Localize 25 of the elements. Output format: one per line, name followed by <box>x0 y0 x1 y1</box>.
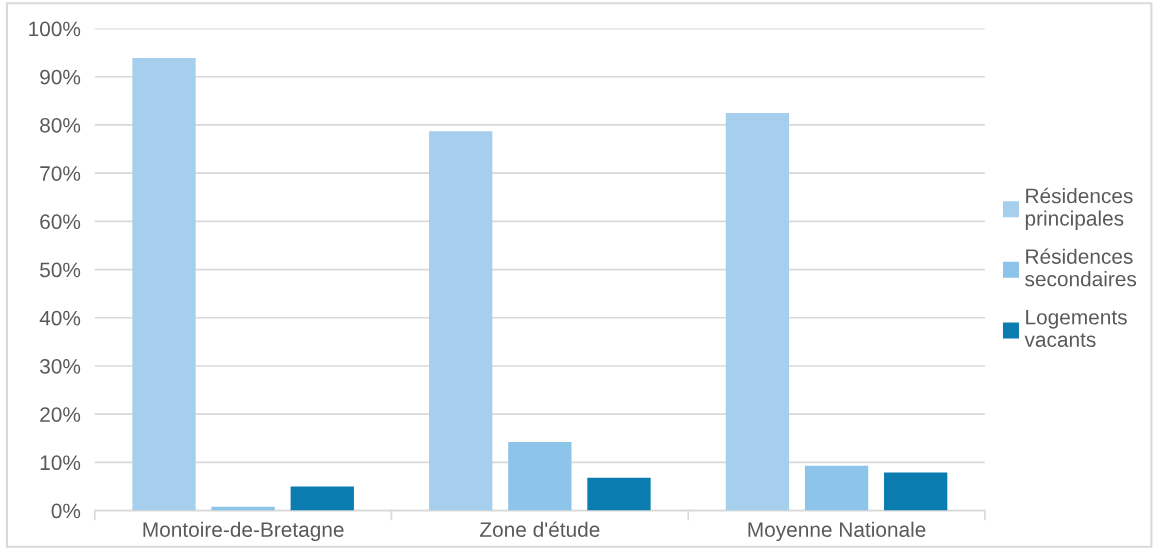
legend-label: Logements vacants <box>1024 310 1127 347</box>
legend-label: Résidences secondaires <box>1025 248 1137 287</box>
legend-label: Résidences principales <box>1025 187 1133 230</box>
bar <box>587 477 651 511</box>
bar <box>725 112 790 511</box>
y-tick-label: 80% <box>40 117 81 133</box>
y-tick-label: 10% <box>40 455 81 471</box>
y-tick-label: 60% <box>40 214 81 230</box>
y-tick-label: 50% <box>40 262 81 278</box>
x-tick-label: Montoire-de-Bretagne <box>143 521 344 542</box>
y-tick-label: 90% <box>40 69 81 85</box>
y-tick-label: 100% <box>29 21 81 37</box>
bar <box>804 465 869 511</box>
y-tick-label: 40% <box>39 310 81 326</box>
x-tick-label: Zone d'étude <box>480 521 600 537</box>
y-tick-label: 20% <box>40 407 81 422</box>
bar <box>429 131 493 511</box>
bar <box>508 442 572 511</box>
x-tick-label: Moyenne Nationale <box>748 521 926 542</box>
bar <box>290 486 354 511</box>
y-tick-label: 70% <box>40 166 81 181</box>
bar <box>884 472 948 511</box>
y-tick-label: 0% <box>51 503 81 519</box>
y-tick-label: 30% <box>40 358 81 374</box>
bar <box>132 57 196 511</box>
